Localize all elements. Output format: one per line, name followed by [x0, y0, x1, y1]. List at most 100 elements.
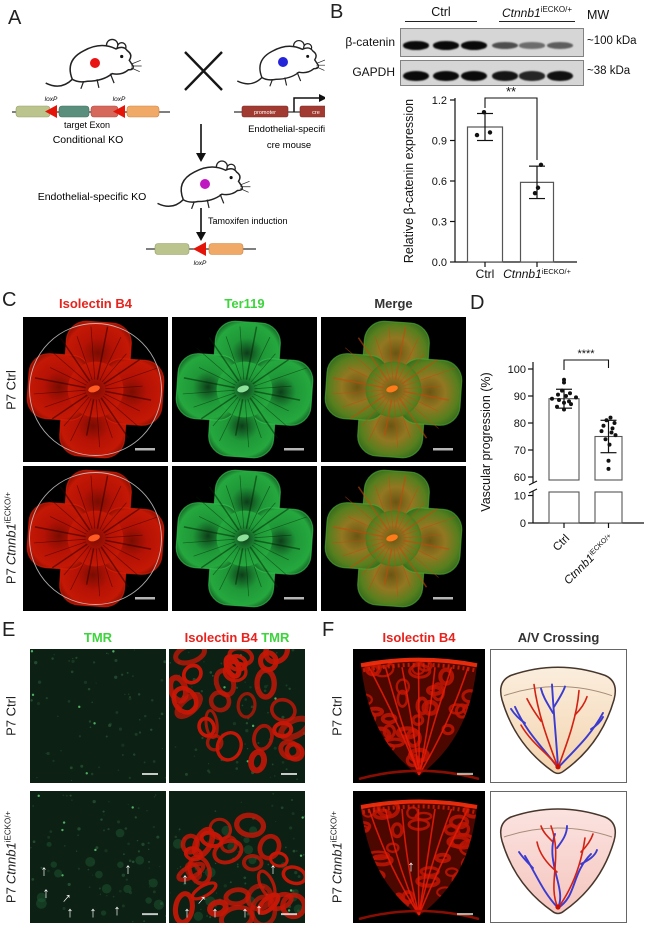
- x-category-label: Ctrl: [476, 267, 495, 281]
- target-exon-label: target Exon: [64, 120, 110, 130]
- retina-ter119-ko: [172, 466, 317, 611]
- panel-f-av-crossing: F Isolectin B4 A/V Crossing P7 Ctrl P7Ct…: [310, 620, 650, 939]
- ib4-tmr-ko-image: ↑ ↑ ↑ ↑ ↑ ↑ ↑: [169, 791, 305, 923]
- vein-path: [518, 851, 534, 869]
- optic-disc-dot: [555, 904, 561, 910]
- vein-path: [553, 685, 566, 708]
- data-point: [603, 437, 608, 442]
- panel-f-letter: F: [322, 619, 335, 641]
- significance-bracket: [484, 97, 538, 160]
- data-point: [481, 109, 487, 115]
- panel-b-western-and-quantification: B Ctrl Ctnnb1iECKO/+ MW β-catenin ~100 k…: [325, 0, 650, 290]
- data-point: [613, 433, 618, 438]
- leakage-arrow-icon: ↑: [211, 905, 218, 921]
- data-point: [474, 132, 480, 138]
- artery-path: [557, 837, 586, 909]
- av-diagram-ctrl: [490, 649, 627, 783]
- row-label-p7-ctrl: P7 Ctrl: [329, 696, 345, 736]
- isolectin-b4-header: Isolectin B4: [382, 630, 456, 645]
- panel-c-letter: C: [2, 289, 17, 311]
- floxed-allele-dot: [90, 58, 100, 68]
- artery-path: [540, 825, 554, 843]
- cross-breeding-icon: [184, 51, 223, 91]
- svg-text:90: 90: [514, 391, 526, 403]
- data-point: [608, 415, 613, 420]
- recombined-construct: loxP: [146, 242, 256, 267]
- leakage-arrow-icon: ↑: [181, 872, 188, 888]
- cre-mouse-caption-2: cre mouse: [267, 140, 311, 151]
- bar-0: [548, 398, 580, 481]
- blot-band: [461, 41, 487, 50]
- axes: [528, 362, 644, 524]
- artery-path: [526, 697, 542, 722]
- vein-path: [524, 855, 559, 909]
- data-point: [574, 395, 578, 400]
- loxp-triangle-icon: [45, 105, 57, 118]
- vein-path: [540, 687, 554, 714]
- endothelial-ko-label: Endothelial-specific KO: [38, 191, 147, 203]
- panel-a-ko-schematic: A loxP loxP target Exon Conditional KO p…: [8, 7, 325, 267]
- floxed-construct: loxP loxP target Exon Conditional KO: [12, 96, 170, 146]
- beta-catenin-expression-chart: 0.0 0.3 0.6 0.9 1.2 Relative β-catenin expres…: [402, 84, 577, 281]
- ib4-fan-ko-image: ↑: [353, 791, 485, 923]
- vein-path: [551, 683, 559, 769]
- x-category-label: Ctrl: [551, 533, 572, 554]
- data-point: [532, 190, 538, 196]
- leakage-arrow-icon: ↑: [113, 903, 120, 919]
- artery-path: [520, 724, 559, 769]
- gapdh-blot-strip: [400, 60, 584, 86]
- svg-text:70: 70: [514, 445, 526, 457]
- artery-path: [557, 689, 580, 769]
- panel-a-letter: A: [8, 7, 22, 29]
- leakage-arrow-icon: ↑: [407, 858, 415, 875]
- tmr-header: TMR: [83, 630, 113, 645]
- ib4-tmr-ctrl-image: [169, 649, 305, 783]
- blot-band: [461, 71, 487, 81]
- panel-d-vascular-progression: D 60 70 80 90 100 0 10 Vascular progression (%)…: [468, 290, 650, 620]
- mw-value: ~38 kDa: [587, 65, 631, 77]
- loxp-label: loxP: [45, 96, 58, 103]
- artery-path: [574, 695, 588, 716]
- blot-band: [403, 71, 429, 81]
- leakage-arrow-icon: ↑: [255, 902, 262, 918]
- data-point: [538, 162, 544, 167]
- ter119-header: Ter119: [224, 296, 265, 311]
- loxp-label: loxP: [113, 96, 126, 103]
- mw-header: MW: [587, 8, 610, 22]
- vascular-progression-chart: 60 70 80 90 100 0 10 Vascular progression (%) **…: [479, 348, 644, 587]
- data-point: [550, 396, 554, 401]
- svg-text:0.3: 0.3: [432, 217, 447, 229]
- leakage-arrow-icon: ↑: [40, 864, 47, 880]
- vein-path: [590, 716, 604, 731]
- cre-allele-dot: [278, 57, 288, 67]
- data-point: [604, 418, 609, 423]
- svg-text:1.2: 1.2: [432, 95, 447, 107]
- tamoxifen-arrow: Tamoxifen induction: [196, 208, 288, 241]
- data-point: [555, 404, 559, 409]
- blot-band: [492, 71, 518, 81]
- av-diagram-ko: [490, 791, 627, 923]
- svg-text:60: 60: [514, 472, 526, 484]
- data-point: [606, 466, 611, 471]
- svg-text:0: 0: [520, 518, 526, 530]
- svg-text:0.6: 0.6: [432, 176, 447, 188]
- cross-arrow-down: [196, 124, 206, 162]
- retina-outline: [499, 666, 617, 775]
- retina-ib4-ctrl: [23, 317, 168, 462]
- row-label-p7-ko: P7Ctnnb1iECKO/+: [3, 491, 19, 585]
- av-crossing-header: A/V Crossing: [517, 630, 600, 645]
- blot-band: [433, 41, 459, 50]
- western-blot: Ctrl Ctnnb1iECKO/+ MW β-catenin ~100 kDa…: [325, 0, 650, 95]
- vein-path: [556, 825, 568, 849]
- panel-e-tmr-leakage: E TMR Isolectin B4 TMR P7 Ctrl P7Ctnnb1i…: [0, 620, 310, 939]
- cre-mouse-caption-1: Endothelial-specific: [248, 124, 325, 135]
- row-label-p7-ctrl: P7 Ctrl: [3, 370, 19, 410]
- vein-path: [557, 853, 592, 909]
- data-point: [556, 392, 560, 397]
- mw-value: ~100 kDa: [587, 35, 637, 47]
- tmr-ko-image: ↑ ↑ ↑ ↑ ↑ ↑ ↑: [30, 791, 166, 923]
- data-point: [557, 398, 561, 403]
- data-point: [612, 421, 617, 425]
- optic-disc-dot: [555, 764, 561, 770]
